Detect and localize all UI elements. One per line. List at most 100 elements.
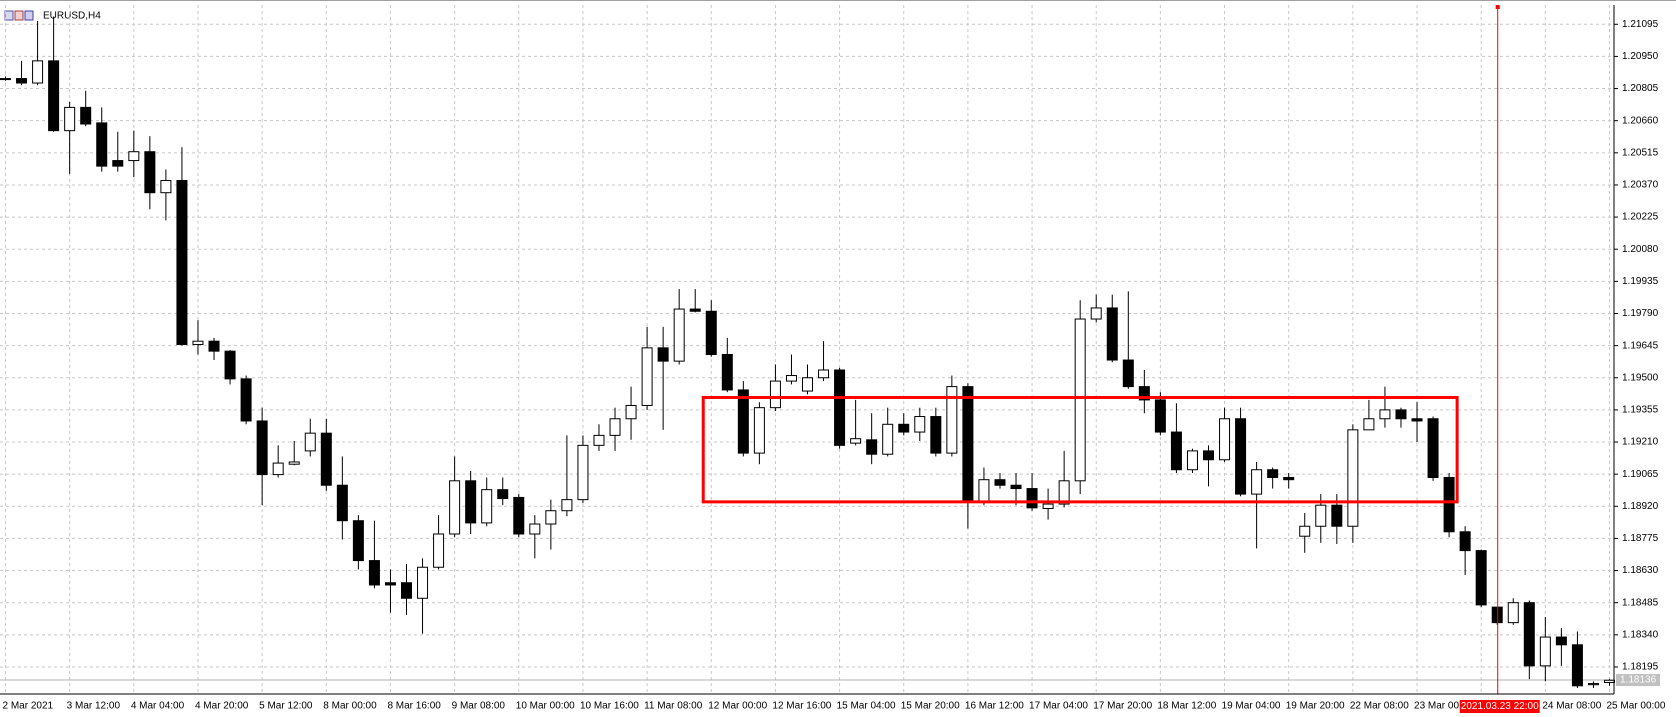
candle-body <box>1395 409 1407 420</box>
candle-body <box>1299 525 1311 537</box>
candle-body <box>176 180 188 346</box>
candle-body <box>481 489 493 524</box>
candle-body <box>882 423 894 455</box>
candle-body <box>240 378 252 422</box>
x-tick-label: 15 Mar 04:00 <box>837 701 896 712</box>
candle-body <box>256 420 268 476</box>
candle-body <box>224 350 236 380</box>
last-price-bg <box>1616 674 1660 687</box>
candle-body <box>1235 418 1247 495</box>
candle-body <box>401 582 412 599</box>
candle-body <box>1122 359 1134 388</box>
candle-body <box>465 480 477 524</box>
candle-body <box>1523 602 1535 667</box>
y-tick-label: 1.20515 <box>1622 147 1659 158</box>
candle-body <box>128 151 140 162</box>
y-tick-label: 1.19935 <box>1622 276 1659 287</box>
x-tick-label: 18 Mar 12:00 <box>1157 701 1216 712</box>
candle-body <box>304 432 316 452</box>
zone-rectangle <box>701 395 1459 504</box>
candle-body <box>1074 318 1086 482</box>
candle-body <box>529 523 541 535</box>
candle-body <box>1379 409 1391 420</box>
candle-body <box>417 566 429 599</box>
candle-body <box>818 369 830 379</box>
y-tick-label: 1.20225 <box>1622 212 1659 223</box>
vline-label: 2021.03.23 22:00 <box>1461 701 1539 712</box>
x-tick-label: 23 Mar 00:00 <box>1414 701 1473 712</box>
y-tick-label: 1.20950 <box>1622 51 1659 62</box>
candle-body <box>336 484 348 522</box>
candle-body <box>1203 450 1214 461</box>
candle-body <box>946 386 958 454</box>
candle-body <box>32 60 44 84</box>
y-tick-label: 1.18775 <box>1622 533 1659 544</box>
x-tick-label: 10 Mar 00:00 <box>516 701 575 712</box>
candle-body <box>593 434 605 446</box>
candle-body <box>1058 480 1070 505</box>
candle-body <box>721 353 733 391</box>
candle-body <box>930 416 942 454</box>
candle-body <box>1411 418 1423 422</box>
candle-body <box>1475 550 1487 606</box>
x-tick-label: 24 Mar 08:00 <box>1542 701 1601 712</box>
candle-body <box>16 78 28 84</box>
candle-body <box>545 510 557 525</box>
y-tick-label: 1.19210 <box>1622 437 1659 448</box>
candle-body <box>1507 602 1519 624</box>
candle-body <box>737 389 749 454</box>
candle-body <box>320 432 332 486</box>
x-tick-label: 11 Mar 08:00 <box>644 701 703 712</box>
x-tick-label: 15 Mar 20:00 <box>901 701 960 712</box>
window-icon <box>4 10 14 21</box>
last-price-label: 1.18136 <box>1620 675 1657 686</box>
candle-body <box>368 560 380 586</box>
candle-body <box>657 347 669 362</box>
y-tick-label: 1.19790 <box>1622 308 1659 319</box>
candle-body <box>96 122 108 167</box>
candle-body <box>834 369 846 446</box>
candle-body <box>208 340 220 352</box>
window-icon <box>24 10 34 21</box>
chart-title: EURUSD,H4 <box>43 11 101 22</box>
x-tick-label: 2 Mar 2021 <box>3 701 54 712</box>
y-tick-label: 1.19355 <box>1622 405 1659 416</box>
candle-body <box>160 180 172 194</box>
y-tick-label: 1.18920 <box>1622 501 1659 512</box>
x-tick-label: 19 Mar 20:00 <box>1286 701 1345 712</box>
candle-body <box>433 533 445 568</box>
candle-body <box>0 78 11 81</box>
candle-body <box>625 404 637 420</box>
candle-body <box>898 423 910 433</box>
vline-label-bg <box>1459 700 1540 713</box>
vline-marker <box>1495 5 1500 9</box>
candle-body <box>1331 504 1343 527</box>
candle-body <box>785 375 797 382</box>
x-tick-label: 4 Mar 20:00 <box>195 701 249 712</box>
candle-body <box>1555 636 1567 646</box>
candle-body <box>144 151 156 194</box>
x-tick-label: 17 Mar 20:00 <box>1093 701 1152 712</box>
candle-body <box>866 439 878 455</box>
candle-body <box>1443 476 1455 533</box>
candle-body <box>497 489 509 500</box>
candle-body <box>1251 469 1263 495</box>
x-tick-label: 19 Mar 04:00 <box>1222 701 1281 712</box>
candle-body <box>1106 307 1118 361</box>
candle-body <box>641 347 653 406</box>
candle-body <box>994 479 1006 486</box>
candle-body <box>850 438 862 444</box>
y-tick-label: 1.20370 <box>1622 180 1659 191</box>
candle-body <box>80 106 92 125</box>
candle-body <box>1138 386 1150 401</box>
candle-body <box>1459 531 1471 552</box>
candle-body <box>1539 636 1551 667</box>
y-tick-label: 1.20805 <box>1622 83 1659 94</box>
candle-body <box>962 386 974 503</box>
candle-body <box>1186 450 1198 471</box>
x-tick-label: 8 Mar 16:00 <box>387 701 441 712</box>
candle-body <box>802 377 813 392</box>
y-tick-label: 1.18630 <box>1622 565 1659 576</box>
candle-body <box>48 60 60 132</box>
